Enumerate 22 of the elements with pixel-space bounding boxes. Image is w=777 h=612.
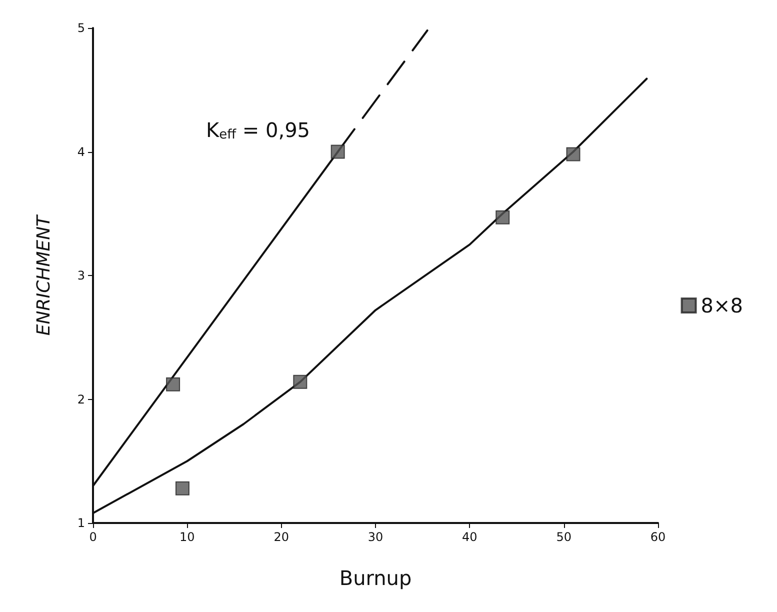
x-tick-label: 30 <box>368 530 384 544</box>
x-tick-label: 10 <box>180 530 195 544</box>
y-axis-title: ENRICHMENT <box>34 213 54 336</box>
point <box>175 481 190 496</box>
point <box>496 210 510 224</box>
y-tick-label: 5 <box>77 21 85 35</box>
x-tick-label: 60 <box>650 530 666 544</box>
point <box>293 374 308 389</box>
y-tick-label: 1 <box>77 516 85 530</box>
point <box>166 377 180 392</box>
y-tick-label: 2 <box>77 392 85 406</box>
y-tick-label: 3 <box>77 268 85 282</box>
legend-label: 8×8 <box>700 294 744 318</box>
annotation: Keff = 0,95 <box>206 118 310 142</box>
x-tick-label: 0 <box>89 530 97 544</box>
x-tick-label: 20 <box>274 530 289 544</box>
x-tick-label: 50 <box>556 530 572 544</box>
y-tick-label: 4 <box>77 144 85 159</box>
point <box>566 147 580 162</box>
x-tick-label: 40 <box>462 530 478 544</box>
x-axis-title: Burnup <box>339 566 412 590</box>
point <box>330 144 345 159</box>
